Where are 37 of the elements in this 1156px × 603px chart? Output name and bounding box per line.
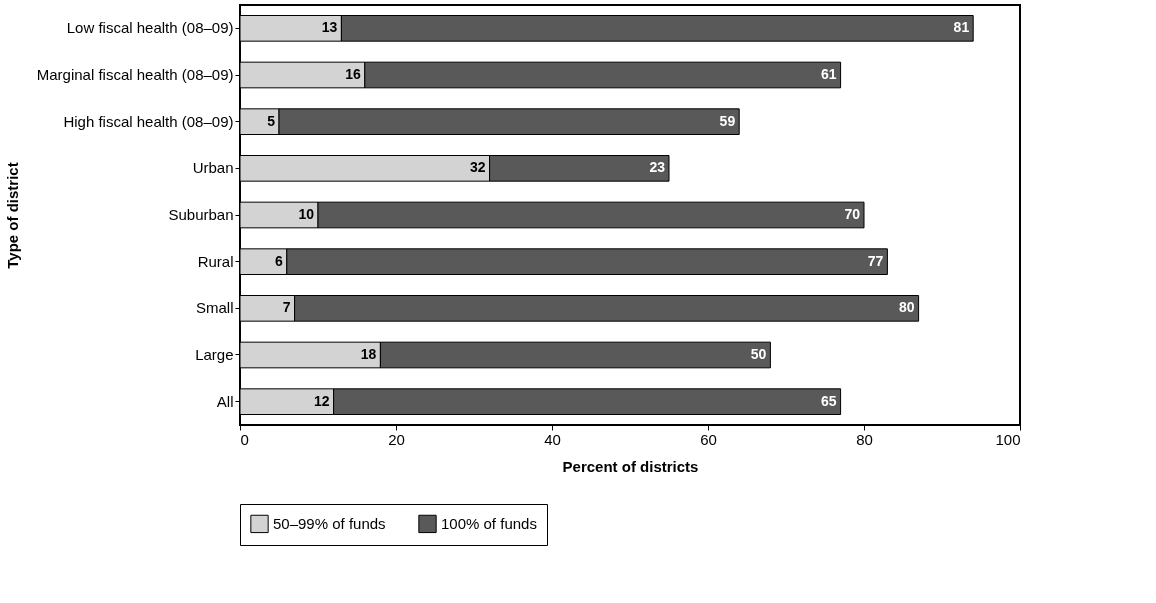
data-label: 5: [267, 112, 276, 129]
data-label: 12: [314, 392, 330, 409]
data-label: 81: [953, 19, 970, 36]
y-tick-label: Urban: [192, 159, 234, 177]
y-tick-label: Small: [195, 299, 234, 317]
data-label: 61: [821, 66, 837, 82]
y-tick-label: Rural: [197, 252, 234, 270]
y-tick-label: Marginal fiscal health (08–09): [36, 66, 234, 83]
y-tick-label: All: [216, 392, 234, 410]
data-label: 70: [844, 206, 861, 222]
data-label: 80: [899, 299, 915, 316]
data-label: 13: [321, 19, 338, 36]
x-tick-label: 80: [856, 430, 873, 448]
x-tick-label: 0: [240, 430, 249, 448]
data-label: 50: [750, 346, 767, 362]
data-label: 7: [282, 299, 291, 316]
data-label: 65: [821, 392, 837, 409]
data-label: 23: [649, 159, 666, 176]
x-tick-label: 20: [388, 430, 405, 448]
data-label: 18: [360, 346, 377, 362]
y-axis-title: Type of district: [3, 162, 21, 269]
x-tick-label: 60: [700, 430, 717, 448]
data-label: 16: [345, 66, 362, 82]
legend-label: 100% of funds: [441, 514, 537, 532]
y-tick-label: High fiscal health (08–09): [63, 112, 234, 130]
y-tick-label: Suburban: [168, 206, 234, 223]
x-axis-title: Percent of districts: [562, 457, 699, 475]
x-tick-label: 40: [544, 430, 561, 448]
legend-label: 50–99% of funds: [273, 514, 386, 532]
data-label: 59: [719, 112, 736, 129]
data-label: 32: [470, 159, 486, 176]
data-label: 6: [275, 252, 283, 269]
y-tick-label: Large: [195, 346, 234, 363]
x-tick-label: 100: [995, 430, 1021, 448]
data-label: 10: [298, 206, 315, 222]
data-label: 77: [867, 252, 884, 269]
y-tick-label: Low fiscal health (08–09): [66, 19, 234, 37]
